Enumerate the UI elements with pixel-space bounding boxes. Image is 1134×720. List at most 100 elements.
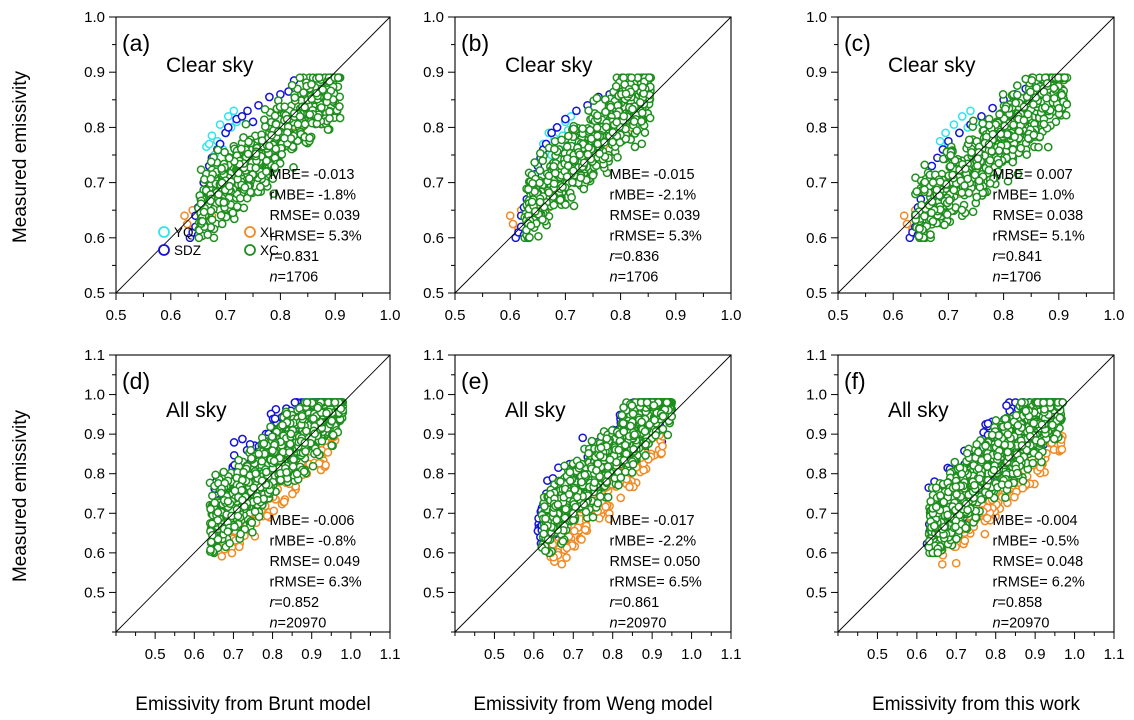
data-point [182, 219, 192, 229]
y-tick-label: 0.8 [84, 119, 105, 136]
data-point [327, 416, 337, 426]
data-point [249, 483, 259, 493]
panel-label: (d) [122, 368, 150, 394]
data-point [601, 122, 611, 132]
data-point [570, 485, 580, 494]
points-c [899, 73, 1072, 243]
data-point [564, 131, 573, 141]
data-point [266, 422, 275, 432]
x-tick-label: 1.0 [380, 307, 401, 324]
data-point [259, 115, 269, 125]
y-tick-label: 1.0 [806, 9, 827, 26]
stat-line: MBE= 0.007 [993, 167, 1073, 183]
data-point [213, 508, 223, 517]
data-point [658, 441, 667, 451]
data-point [663, 430, 673, 440]
stat-line: n=20970 [269, 616, 326, 632]
x-tick-label: 0.9 [642, 646, 663, 663]
data-point [964, 188, 974, 198]
data-point [928, 178, 938, 187]
y-tick-label: 0.5 [806, 285, 827, 302]
data-point [949, 185, 959, 195]
data-point [335, 102, 344, 111]
data-point [227, 548, 237, 558]
data-point [530, 207, 540, 216]
x-tick-label: 1.1 [721, 646, 742, 663]
data-point [210, 498, 220, 508]
data-point [538, 215, 547, 224]
series-xc [205, 398, 348, 558]
data-point [985, 179, 995, 188]
data-point [645, 113, 655, 123]
data-point [251, 163, 261, 173]
data-point [216, 488, 226, 498]
data-point [993, 167, 1003, 177]
data-point [1003, 176, 1013, 186]
data-point [253, 495, 262, 505]
y-axis-title-top: Measured emissivity [10, 70, 31, 243]
series-xc [520, 73, 656, 243]
data-point [277, 150, 287, 159]
panel-label: (c) [844, 30, 871, 56]
data-point [912, 187, 922, 196]
stat-line: RMSE= 0.039 [269, 208, 360, 224]
legend-marker-xl [244, 226, 256, 238]
data-point [219, 467, 229, 477]
x-tick-label: 0.8 [270, 307, 291, 324]
stat-line: rMBE= -0.8% [269, 534, 356, 550]
data-point [230, 522, 239, 532]
data-point [966, 106, 975, 116]
data-point [540, 546, 550, 556]
data-point [268, 446, 277, 455]
data-point [223, 527, 233, 536]
data-point [985, 155, 995, 165]
data-point [603, 462, 613, 471]
x-axis-title: Emissivity from Weng model [473, 694, 712, 715]
data-point [1016, 143, 1026, 153]
data-point [562, 172, 572, 181]
data-point [639, 465, 648, 475]
data-point [650, 415, 659, 425]
data-point [271, 119, 281, 129]
data-point [254, 449, 264, 459]
stat-line: r=0.836 [610, 249, 660, 265]
x-tick-label: 1.1 [380, 646, 401, 663]
stat-line: rRMSE= 6.3% [269, 575, 361, 591]
data-point [942, 210, 952, 219]
data-point [194, 233, 204, 243]
data-point [279, 497, 289, 507]
data-point [914, 231, 924, 241]
data-point [899, 211, 909, 221]
data-point [217, 219, 227, 229]
data-point [196, 199, 206, 209]
stat-line: rMBE= 1.0% [993, 188, 1075, 204]
data-point [234, 542, 244, 552]
y-tick-label: 0.7 [84, 175, 105, 192]
data-point [211, 470, 220, 480]
data-point [305, 133, 314, 143]
data-point [307, 80, 316, 89]
data-point [619, 455, 629, 465]
data-point [248, 117, 258, 127]
data-point [308, 461, 318, 471]
data-point [535, 197, 545, 207]
data-point [247, 518, 257, 528]
data-point [269, 506, 279, 516]
data-point [289, 163, 298, 172]
data-point [544, 188, 554, 197]
data-point [628, 104, 637, 114]
data-point [1010, 132, 1019, 142]
one-to-one-line [454, 16, 732, 294]
data-point [627, 401, 637, 410]
data-point [198, 217, 207, 226]
y-tick-label: 0.7 [84, 505, 105, 522]
data-point [596, 492, 605, 501]
data-point [601, 107, 610, 117]
data-point [627, 73, 636, 83]
data-point [973, 161, 982, 171]
data-point [927, 197, 937, 207]
